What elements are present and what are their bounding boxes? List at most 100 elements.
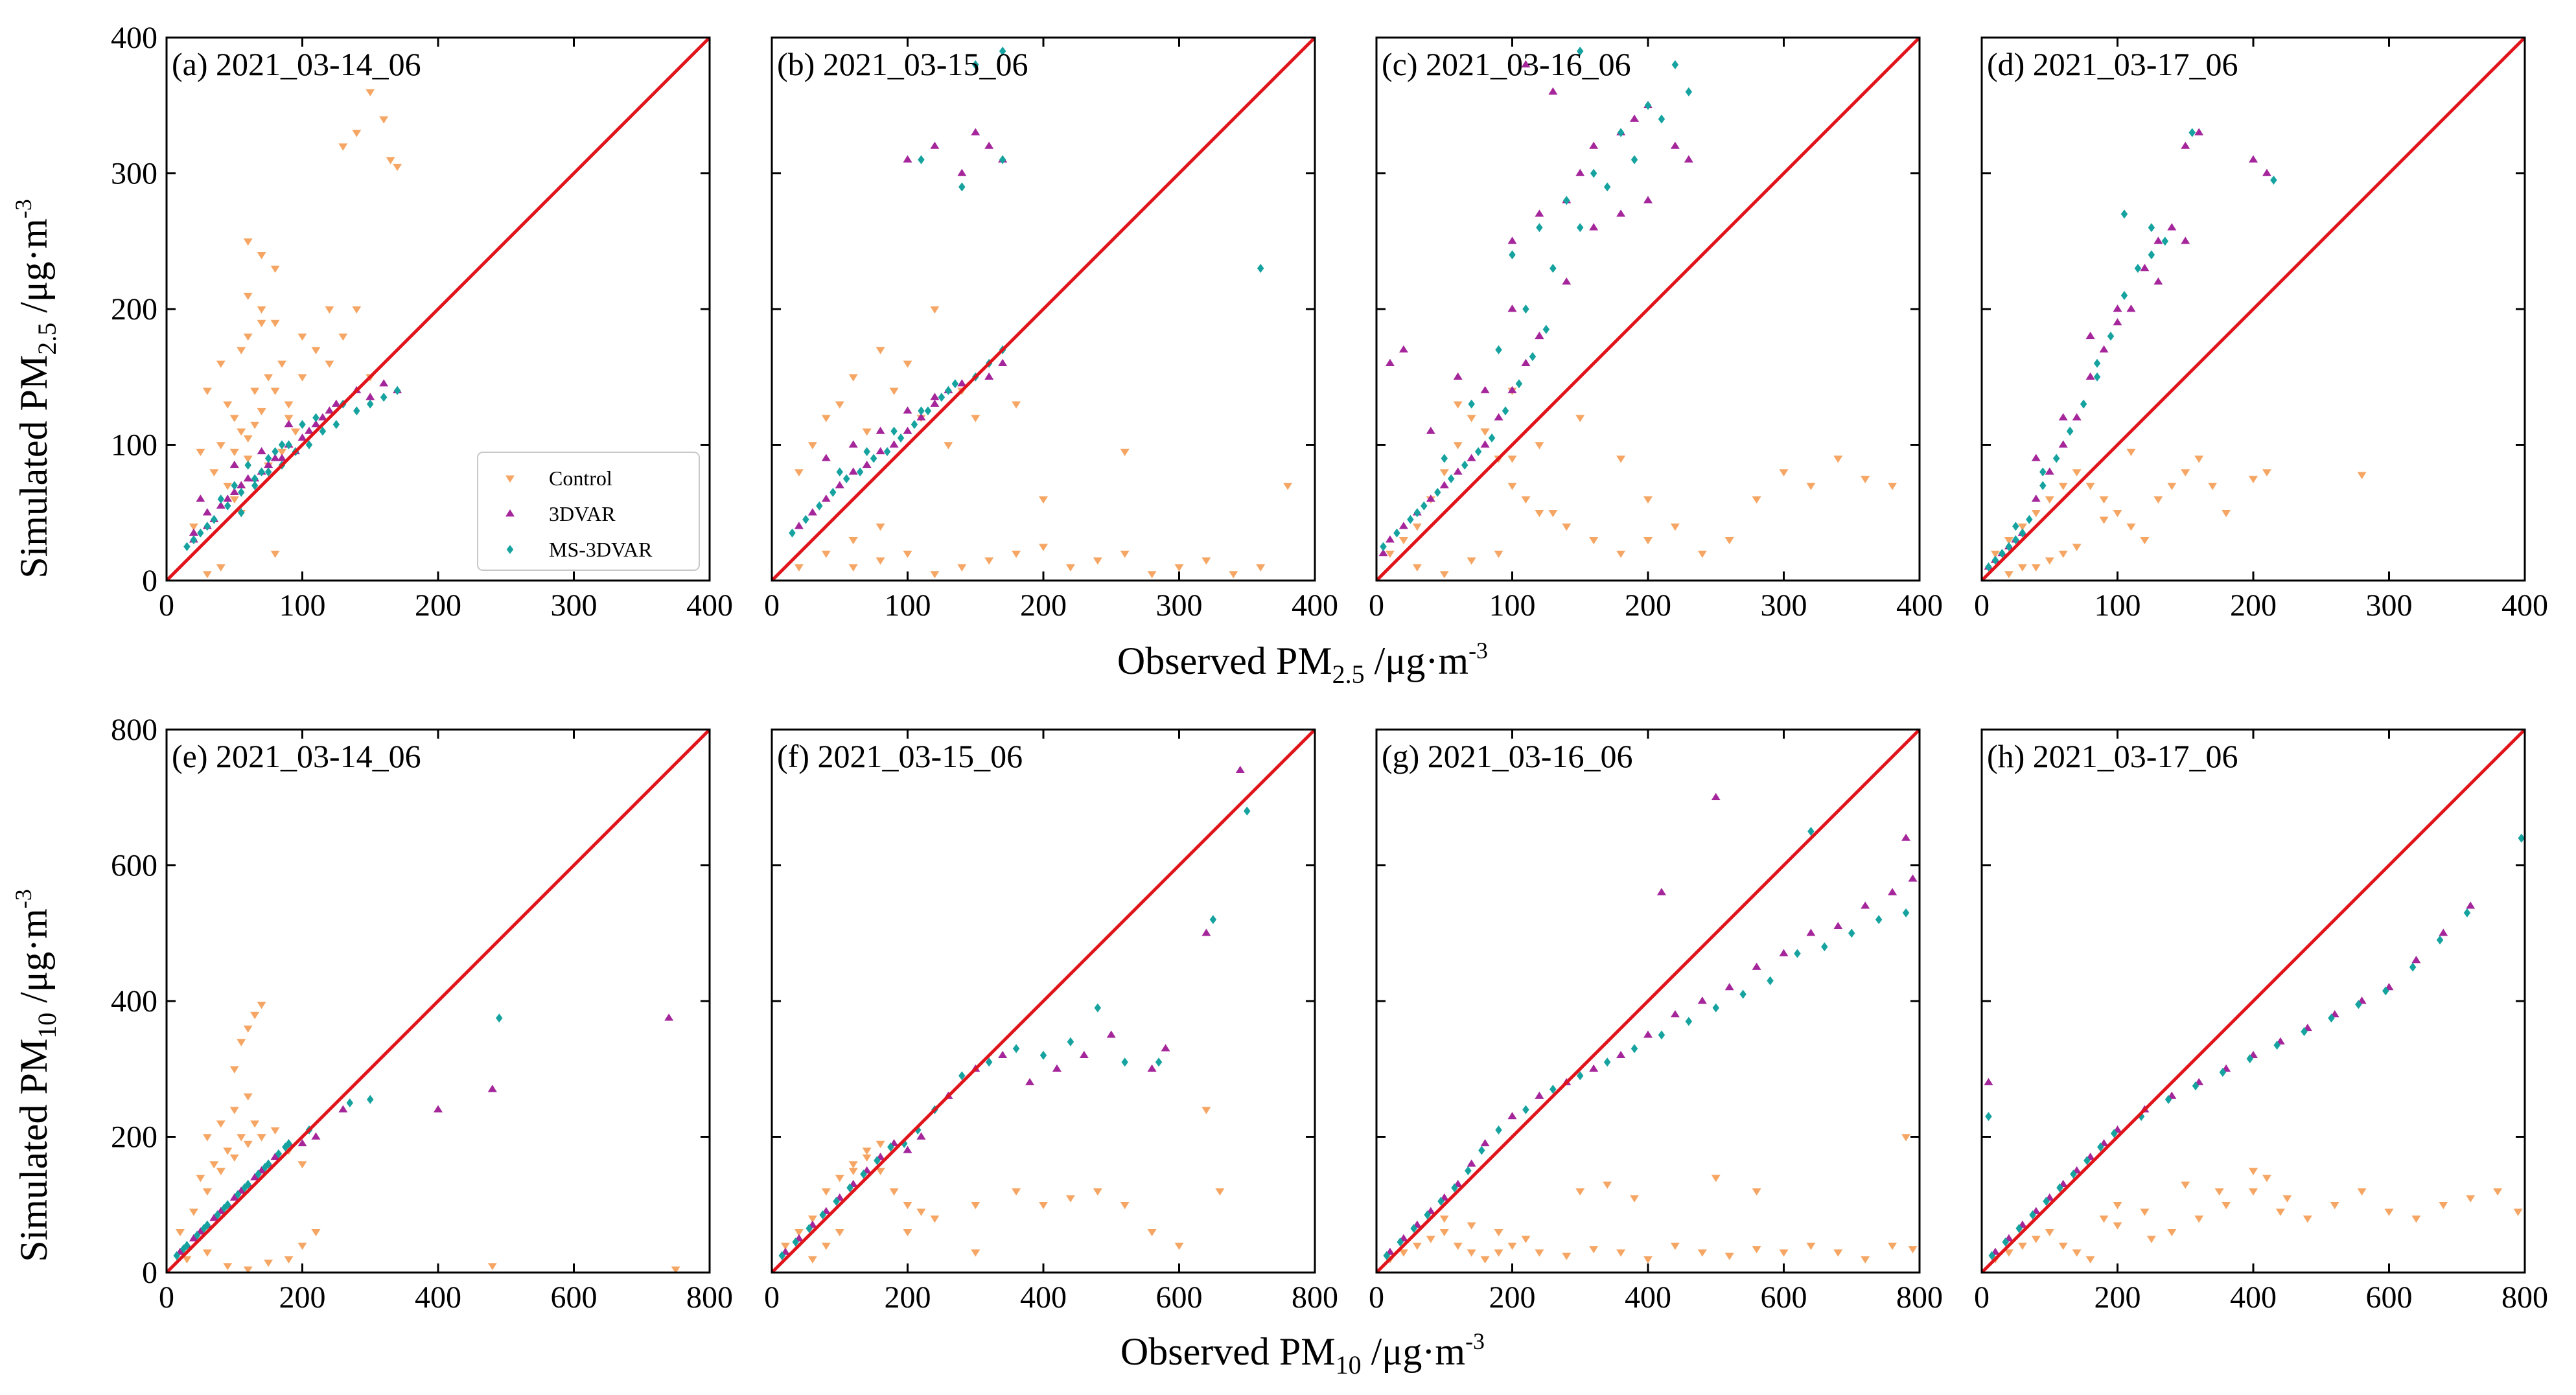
point-control bbox=[1480, 1256, 1490, 1264]
point-3dvar bbox=[1643, 1030, 1653, 1038]
one-to-one-line bbox=[167, 730, 710, 1273]
point-3dvar bbox=[1535, 1091, 1544, 1099]
point-control bbox=[821, 1188, 831, 1196]
point-control bbox=[1012, 401, 1021, 409]
point-control bbox=[196, 448, 205, 456]
point-ms-3dvar bbox=[972, 60, 979, 69]
point-ms-3dvar bbox=[203, 522, 211, 531]
point-control bbox=[352, 306, 362, 314]
point-ms-3dvar bbox=[1739, 989, 1746, 999]
point-3dvar bbox=[876, 426, 885, 434]
point-ms-3dvar bbox=[278, 440, 286, 450]
point-3dvar bbox=[1684, 155, 1693, 163]
point-3dvar bbox=[930, 399, 940, 407]
point-control bbox=[1888, 483, 1897, 490]
point-control bbox=[2167, 1228, 2177, 1237]
point-3dvar bbox=[2031, 454, 2041, 461]
point-control bbox=[1990, 550, 2000, 559]
point-ms-3dvar bbox=[1441, 454, 1448, 463]
point-control bbox=[270, 1127, 280, 1135]
point-ms-3dvar bbox=[2161, 236, 2169, 246]
x-tick-label: 600 bbox=[1761, 1280, 1807, 1315]
point-3dvar bbox=[1426, 426, 1435, 434]
point-ms-3dvar bbox=[2164, 1094, 2172, 1104]
x-tick-label: 0 bbox=[1974, 588, 1990, 623]
point-ms-3dvar bbox=[1515, 379, 1523, 389]
point-ms-3dvar bbox=[2134, 264, 2142, 273]
point-3dvar bbox=[264, 460, 273, 468]
point-3dvar bbox=[1521, 60, 1531, 68]
point-control bbox=[1643, 536, 1653, 545]
point-control bbox=[2275, 1208, 2285, 1216]
point-ms-3dvar bbox=[1502, 406, 1509, 416]
point-3dvar bbox=[903, 1146, 912, 1153]
panels: 0 100 200 300 400 0 100 200 300 400 (a) 2021_03-14… bbox=[111, 21, 2548, 1315]
x-tick-label: 0 bbox=[159, 1280, 174, 1315]
series-ms-3dvar bbox=[1380, 46, 1693, 551]
point-ms-3dvar bbox=[2355, 1000, 2362, 1009]
point-control bbox=[2303, 1216, 2312, 1223]
point-control bbox=[2466, 1195, 2476, 1203]
point-control bbox=[2085, 483, 2095, 490]
point-control bbox=[2249, 1168, 2258, 1175]
point-control bbox=[1039, 496, 1048, 504]
point-control bbox=[2167, 483, 2177, 490]
point-ms-3dvar bbox=[2012, 522, 2019, 531]
point-3dvar bbox=[1589, 141, 1599, 149]
point-3dvar bbox=[379, 379, 389, 387]
point-control bbox=[862, 428, 872, 436]
point-control bbox=[1670, 524, 1680, 531]
point-control bbox=[2017, 564, 2027, 572]
point-3dvar bbox=[1385, 535, 1395, 543]
point-ms-3dvar bbox=[1522, 305, 1529, 314]
point-control bbox=[2282, 1195, 2292, 1203]
x-tick-label: 600 bbox=[2366, 1280, 2413, 1315]
point-ms-3dvar bbox=[1563, 196, 1570, 205]
point-control bbox=[284, 401, 294, 409]
point-ms-3dvar bbox=[1522, 1105, 1529, 1114]
point-control bbox=[1724, 536, 1734, 545]
point-control bbox=[270, 265, 280, 273]
x-tick-label: 100 bbox=[279, 588, 326, 623]
point-3dvar bbox=[2058, 440, 2068, 448]
point-control bbox=[1901, 1134, 1911, 1142]
point-control bbox=[2045, 496, 2054, 504]
point-3dvar bbox=[1480, 1138, 1490, 1147]
panel-title: (d) 2021_03-17_06 bbox=[1987, 46, 2238, 82]
point-control bbox=[1535, 1249, 1544, 1257]
panel-title: (f) 2021_03-15_06 bbox=[777, 738, 1023, 774]
point-3dvar bbox=[1901, 833, 1911, 841]
point-control bbox=[1589, 1246, 1599, 1254]
x-tick-label: 100 bbox=[1489, 588, 1536, 623]
point-control bbox=[297, 374, 307, 382]
point-control bbox=[835, 401, 844, 409]
point-control bbox=[1467, 557, 1476, 565]
point-ms-3dvar bbox=[1380, 542, 1387, 551]
legend-label-3dvar: 3DVAR bbox=[549, 502, 616, 525]
point-control bbox=[250, 421, 260, 430]
point-3dvar bbox=[1535, 331, 1544, 340]
one-to-one-line bbox=[1982, 730, 2525, 1273]
y-tick-label: 200 bbox=[111, 292, 157, 327]
point-control bbox=[1215, 1188, 1225, 1196]
legend-marker-control bbox=[505, 475, 515, 483]
point-3dvar bbox=[903, 155, 912, 163]
point-ms-3dvar bbox=[1577, 1071, 1584, 1081]
point-ms-3dvar bbox=[1807, 827, 1815, 836]
x-tick-label: 0 bbox=[764, 1280, 780, 1315]
point-control bbox=[971, 1202, 981, 1210]
point-ms-3dvar bbox=[999, 155, 1006, 165]
point-ms-3dvar bbox=[918, 406, 925, 416]
point-control bbox=[1467, 1222, 1476, 1230]
legend: Control 3DVAR MS-3DVAR bbox=[477, 452, 700, 571]
point-control bbox=[1467, 415, 1476, 422]
point-3dvar bbox=[1147, 1064, 1157, 1072]
point-ms-3dvar bbox=[2463, 908, 2471, 917]
point-control bbox=[1039, 544, 1048, 551]
point-control bbox=[209, 1161, 219, 1169]
point-control bbox=[930, 1216, 940, 1223]
point-ms-3dvar bbox=[180, 1244, 187, 1254]
point-3dvar bbox=[957, 168, 967, 176]
point-control bbox=[202, 1249, 212, 1257]
point-control bbox=[2411, 1216, 2421, 1223]
